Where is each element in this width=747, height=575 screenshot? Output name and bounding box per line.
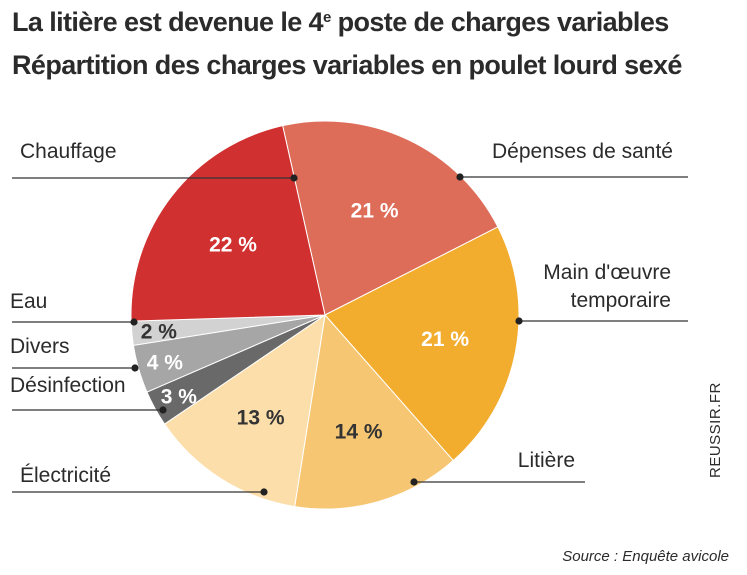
category-label-desinfection: Désinfection (10, 374, 126, 397)
value-label-eau: 2 % (141, 321, 178, 344)
credit-text: REUSSIR.FR (707, 382, 724, 478)
leader-dot-desinfection (159, 406, 167, 414)
category-label-eau: Eau (10, 290, 47, 313)
chart-title: La litière est devenue le 4e poste de ch… (12, 7, 669, 37)
category-label-divers: Divers (10, 335, 70, 358)
pie-slice-depenses-de-sante (282, 120, 499, 316)
value-label-divers: 4 % (147, 352, 184, 375)
pie-slice-litiere (294, 313, 454, 510)
value-label-depenses-de-sante: 21 % (351, 200, 399, 223)
category-label-chauffage: Chauffage (20, 140, 117, 163)
value-label-chauffage: 22 % (209, 234, 257, 257)
category-label-depenses-de-sante: Dépenses de santé (492, 140, 673, 163)
pie-slice-electricite (163, 313, 326, 508)
source-note: Source : Enquête avicole (562, 548, 729, 565)
leader-dot-eau (130, 318, 138, 326)
pie-slice-main-d-oeuvre-temporaire (324, 226, 520, 462)
value-label-litiere: 14 % (335, 421, 383, 444)
category-label-litiere: Litière (518, 449, 575, 472)
pie-slice-chauffage (130, 125, 326, 322)
value-label-electricite: 13 % (237, 407, 285, 430)
leader-dot-chauffage (290, 174, 298, 182)
leader-dot-litiere (410, 478, 418, 486)
chart-subtitle: Répartition des charges variables en pou… (12, 50, 682, 80)
leader-dot-divers (131, 364, 139, 372)
leader-dot-main-d-oeuvre-temporaire (515, 317, 523, 325)
category-label-electricite: Électricité (20, 464, 111, 487)
leader-dot-depenses-de-sante (456, 173, 464, 181)
category-label-main-d-oeuvre-temporaire: Main d'œuvre temporaire (543, 261, 671, 312)
value-label-main-d-oeuvre-temporaire: 21 % (421, 328, 469, 351)
leader-dot-electricite (260, 488, 268, 496)
value-label-desinfection: 3 % (161, 385, 198, 408)
